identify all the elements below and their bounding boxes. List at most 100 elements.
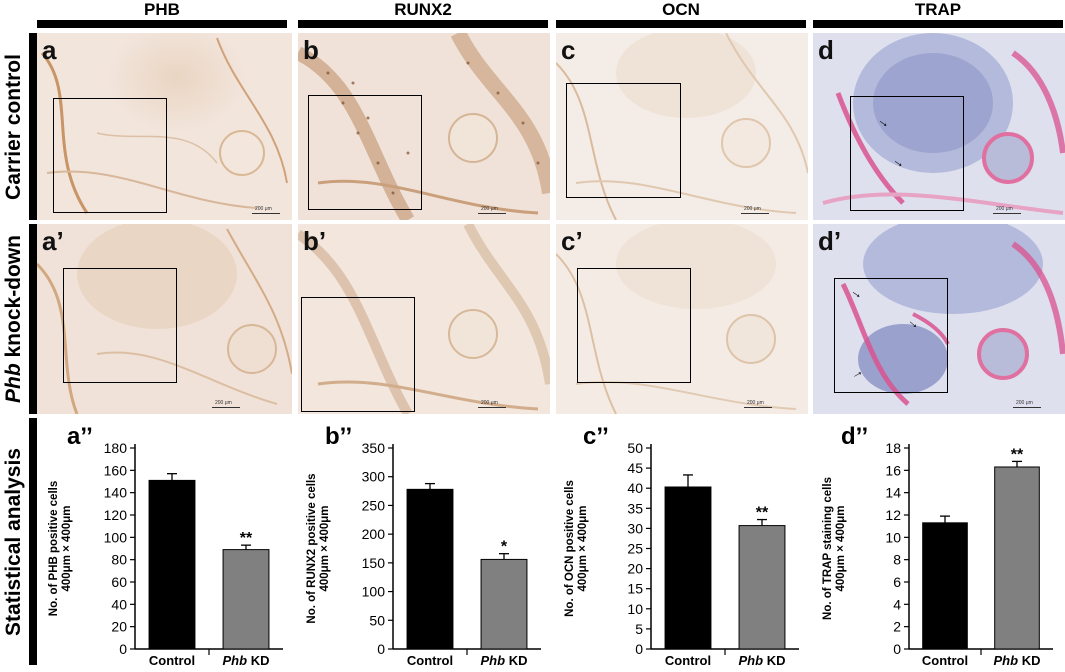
x-category-label-1: Phb KD [223,653,270,667]
roi-box-d [850,96,964,211]
row-label-statistical-analysis: Statistical analysis [2,447,25,636]
scale-label-b-prime: 200 μm [481,400,498,406]
column-bar-ocn [556,20,806,28]
chart-a-svg: a’’ No. of PHB positive cells 400μm × 400μ… [48,423,283,668]
scale-bar-a [252,213,280,214]
scale-bar-c-prime [744,407,772,408]
micrograph-b-tissue [298,33,550,220]
micrograph-d-prime-tissue [840,224,1065,406]
column-title-phb: PHB [144,0,180,19]
micrograph-a-prime: a’ 200 μm [37,224,292,414]
y-axis-label: No. of OCN positive cells 400μm × 400μm [564,480,589,617]
y-tick-label: 0 [119,641,127,657]
significance-marker-1: * [501,539,508,556]
y-tick-label: 60 [111,574,127,590]
y-tick-label: 16 [885,462,901,478]
column-title-trap: TRAP [914,0,962,19]
column-bar-runx2 [298,20,548,28]
y-axis-label-line2: 400μm × 400μm [61,505,73,591]
row-bar-3 [29,418,37,665]
y-axis-label: No. of PHB positive cells 400μm × 400μm [48,481,73,616]
bar-0 [406,488,454,650]
y-tick-label: 120 [104,507,128,523]
y-tick-label: 10 [627,601,643,617]
column-bar-phb [37,20,287,28]
y-tick-label: 350 [362,440,386,456]
micrograph-c-tissue [556,33,808,220]
chart-c-svg: c’’ No. of OCN positive cells 400μm × 400μ… [564,423,799,668]
bar-0 [148,479,196,650]
roi-box-b [308,95,422,210]
y-tick-label: 150 [362,555,386,571]
micrograph-d: d → → 200 μm [813,33,1065,220]
panel-letter-c: c [561,35,576,65]
bar-0 [664,486,712,650]
y-tick-label: 45 [627,460,643,476]
micrograph-d-prime: d’ → → → 200 μm [813,224,1065,414]
y-axis-label-line2: 400μm × 400μm [835,505,847,591]
scale-bar-c [741,213,769,214]
bar-1 [994,466,1040,650]
chart-c: c’’ No. of OCN positive cells 400μm × 400μ… [553,418,811,668]
scale-label-a-prime: 200 μm [215,400,232,406]
panel-letter-d: d [818,35,834,65]
y-tick-label: 30 [627,520,643,536]
micrograph-b-prime-tissue [298,224,550,414]
x-category-label-0: Control [665,653,711,667]
y-tick-label: 35 [627,500,643,516]
x-category-label-1: Phb KD [739,653,786,667]
micrograph-c-prime-tissue [556,224,797,414]
x-category-label-0: Control [407,653,453,667]
micrograph-c: c 200 μm [556,33,808,220]
y-tick-label: 0 [635,641,643,657]
chart-panel-label: b’’ [325,423,352,450]
y-tick-label: 20 [111,619,127,635]
micrograph-a: a 200 μm [37,33,292,220]
scale-bar-d [993,213,1021,214]
y-tick-label: 5 [635,621,643,637]
roi-box-c-prime [577,268,691,383]
y-tick-label: 12 [885,507,901,523]
y-axis-label: No. of TRAP staining cells 400μm × 400μm [822,477,847,620]
y-tick-label: 140 [104,485,128,501]
chart-panel-label: c’’ [583,423,609,450]
scale-bar-b [478,213,506,214]
y-tick-label: 100 [362,584,386,600]
row-label-knockdown: Phb knock-down [2,234,26,404]
y-tick-label: 40 [627,480,643,496]
scale-label-d-prime: 200 μm [1016,400,1033,406]
y-axis-label-line1: No. of RUNX2 positive cells [306,473,318,623]
scale-label-d: 200 μm [996,206,1013,212]
row-bar-2 [29,224,37,414]
y-tick-label: 25 [627,541,643,557]
chart-b: b’’ No. of RUNX2 positive cells 400μm × 40… [295,418,553,668]
y-tick-label: 8 [893,552,901,568]
panel-letter-b-prime: b’ [303,226,327,256]
y-axis-label: No. of RUNX2 positive cells 400μm × 400μm [306,473,331,623]
y-tick-label: 160 [104,462,128,478]
row-label-carrier-control: Carrier control [2,53,25,200]
significance-marker-1: ** [756,505,769,522]
chart-b-svg: b’’ No. of RUNX2 positive cells 400μm × 40… [306,423,541,668]
y-tick-label: 250 [362,497,386,513]
roi-box-b-prime [301,297,415,412]
y-axis-label-line1: No. of PHB positive cells [48,481,60,616]
row-label-knockdown-wrap: Phb knock-down [0,224,28,414]
y-axis-label-line1: No. of TRAP staining cells [822,477,834,620]
scale-bar-d-prime [1013,407,1041,408]
y-tick-label: 0 [377,641,385,657]
column-bar-trap [813,20,1063,28]
significance-marker-1: ** [240,530,253,547]
scale-bar-a-prime [212,407,240,408]
micrograph-b-prime: b’ 200 μm [298,224,550,414]
y-axis-label-line2: 400μm × 400μm [577,505,589,591]
bar-0 [922,522,968,650]
scale-label-a: 200 μm [255,206,272,212]
y-tick-label: 200 [362,526,386,542]
scale-label-b: 200 μm [481,206,498,212]
column-title-runx2: RUNX2 [394,0,452,19]
y-axis-label-line2: 400μm × 400μm [319,505,331,591]
roi-box-a [53,98,167,213]
micrograph-c-prime: c’ 200 μm [556,224,808,414]
y-tick-label: 0 [893,641,901,657]
